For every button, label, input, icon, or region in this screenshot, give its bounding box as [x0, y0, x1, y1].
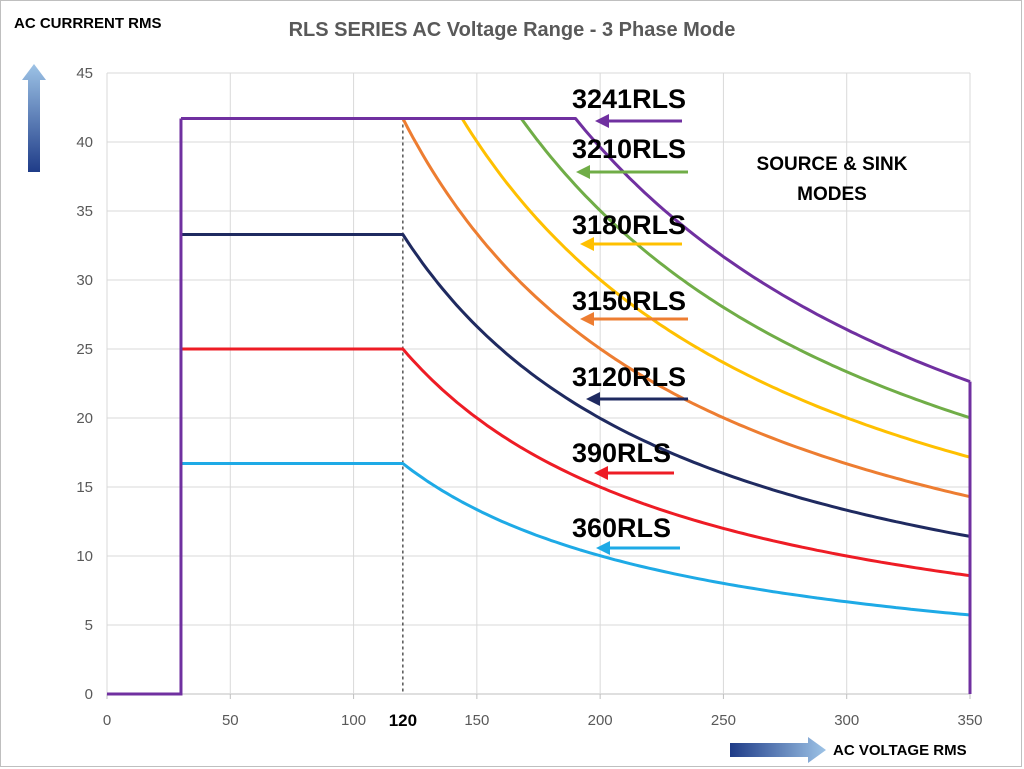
envelope-left: [107, 118, 183, 696]
y-tick-label: 10: [76, 548, 93, 565]
x-tick-label: 250: [711, 712, 736, 729]
legend-arrow-icon: [576, 165, 590, 179]
series-label-3180RLS: 3180RLS: [572, 210, 686, 240]
x-tick-label: 150: [464, 712, 489, 729]
legend-arrow-icon: [580, 312, 594, 326]
x-tick-label: 120: [389, 711, 417, 730]
series-label-3210RLS: 3210RLS: [572, 134, 686, 164]
series-line-390RLS: [181, 347, 971, 578]
series-line-3210RLS: [181, 117, 971, 420]
x-tick-label: 350: [957, 712, 982, 729]
y-tick-label: 20: [76, 410, 93, 427]
y-axis-title: AC CURRRENT RMS: [14, 15, 162, 32]
y-tick-label: 40: [76, 134, 93, 151]
legend-arrow-icon: [586, 392, 600, 406]
y-tick-label: 35: [76, 203, 93, 220]
x-axis-title: AC VOLTAGE RMS: [833, 742, 967, 759]
series-label-3120RLS: 3120RLS: [572, 362, 686, 392]
y-tick-label: 5: [85, 617, 93, 634]
x-axis-arrow-icon: [730, 737, 826, 763]
series-label-3150RLS: 3150RLS: [572, 286, 686, 316]
series-line-3120RLS: [181, 233, 971, 538]
series-line-3180RLS: [181, 117, 971, 459]
x-tick-label: 200: [588, 712, 613, 729]
legend-arrow-icon: [595, 114, 609, 128]
x-tick-label: 300: [834, 712, 859, 729]
legend-arrow-icon: [594, 466, 608, 480]
y-tick-label: 15: [76, 479, 93, 496]
annotation-line-2: MODES: [797, 184, 867, 205]
annotation-line-1: SOURCE & SINK: [757, 154, 908, 175]
legend-arrow-icon: [580, 237, 594, 251]
series-line-3241RLS: [181, 117, 971, 384]
series-label-3241RLS: 3241RLS: [572, 84, 686, 114]
y-tick-label: 25: [76, 341, 93, 358]
series-label-360RLS: 360RLS: [572, 513, 671, 543]
x-tick-label: 100: [341, 712, 366, 729]
x-tick-label: 50: [222, 712, 239, 729]
x-tick-label: 0: [103, 712, 111, 729]
y-tick-label: 45: [76, 65, 93, 82]
y-axis-arrow-icon: [22, 64, 46, 172]
series-label-390RLS: 390RLS: [572, 438, 671, 468]
series-line-360RLS: [181, 462, 971, 617]
y-tick-label: 30: [76, 272, 93, 289]
legend-arrow-icon: [596, 541, 610, 555]
chart-title: RLS SERIES AC Voltage Range - 3 Phase Mo…: [289, 19, 736, 41]
y-tick-label: 0: [85, 686, 93, 703]
